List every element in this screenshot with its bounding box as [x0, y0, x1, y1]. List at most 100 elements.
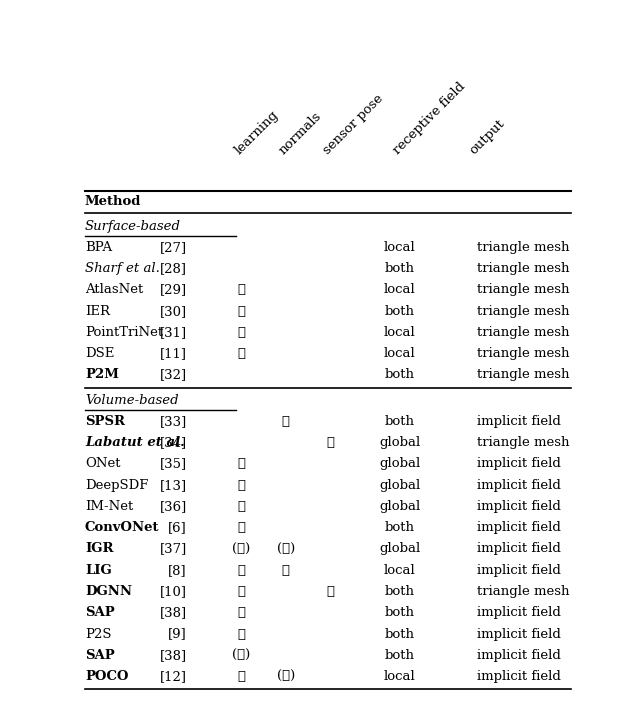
Text: triangle mesh: triangle mesh — [477, 284, 570, 297]
Text: implicit field: implicit field — [477, 500, 561, 513]
Text: [11]: [11] — [159, 348, 187, 360]
Text: local: local — [384, 241, 416, 254]
Text: output: output — [468, 117, 508, 157]
Text: [28]: [28] — [159, 262, 187, 275]
Text: ✓: ✓ — [326, 436, 335, 449]
Text: ✓: ✓ — [237, 585, 245, 598]
Text: triangle mesh: triangle mesh — [477, 262, 570, 275]
Text: P2M: P2M — [85, 369, 119, 382]
Text: triangle mesh: triangle mesh — [477, 436, 570, 449]
Text: [29]: [29] — [159, 284, 187, 297]
Text: ✓: ✓ — [237, 500, 245, 513]
Text: [6]: [6] — [168, 521, 187, 534]
Text: SPSR: SPSR — [85, 415, 125, 427]
Text: [12]: [12] — [159, 670, 187, 683]
Text: Volume-based: Volume-based — [85, 393, 179, 406]
Text: [10]: [10] — [159, 585, 187, 598]
Text: [13]: [13] — [159, 478, 187, 491]
Text: [32]: [32] — [159, 369, 187, 382]
Text: global: global — [380, 542, 420, 555]
Text: ✓: ✓ — [237, 478, 245, 491]
Text: both: both — [385, 262, 415, 275]
Text: implicit field: implicit field — [477, 457, 561, 470]
Text: learning: learning — [232, 108, 281, 157]
Text: [36]: [36] — [159, 500, 187, 513]
Text: POCO: POCO — [85, 670, 129, 683]
Text: (✓): (✓) — [276, 670, 295, 683]
Text: local: local — [384, 284, 416, 297]
Text: implicit field: implicit field — [477, 521, 561, 534]
Text: implicit field: implicit field — [477, 606, 561, 619]
Text: Labatut et al.: Labatut et al. — [85, 436, 185, 449]
Text: implicit field: implicit field — [477, 627, 561, 640]
Text: (✓): (✓) — [232, 542, 250, 555]
Text: implicit field: implicit field — [477, 670, 561, 683]
Text: P2S: P2S — [85, 627, 111, 640]
Text: triangle mesh: triangle mesh — [477, 305, 570, 318]
Text: AtlasNet: AtlasNet — [85, 284, 143, 297]
Text: implicit field: implicit field — [477, 542, 561, 555]
Text: ✓: ✓ — [237, 326, 245, 339]
Text: DGNN: DGNN — [85, 585, 132, 598]
Text: both: both — [385, 648, 415, 662]
Text: Surface-based: Surface-based — [85, 220, 181, 233]
Text: implicit field: implicit field — [477, 478, 561, 491]
Text: Sharf et al.: Sharf et al. — [85, 262, 160, 275]
Text: [8]: [8] — [168, 563, 187, 577]
Text: BPA: BPA — [85, 241, 112, 254]
Text: [33]: [33] — [159, 415, 187, 427]
Text: both: both — [385, 627, 415, 640]
Text: DeepSDF: DeepSDF — [85, 478, 148, 491]
Text: [38]: [38] — [159, 606, 187, 619]
Text: IER: IER — [85, 305, 110, 318]
Text: ✓: ✓ — [237, 563, 245, 577]
Text: triangle mesh: triangle mesh — [477, 241, 570, 254]
Text: ✓: ✓ — [237, 670, 245, 683]
Text: [31]: [31] — [159, 326, 187, 339]
Text: ✓: ✓ — [237, 606, 245, 619]
Text: both: both — [385, 369, 415, 382]
Text: implicit field: implicit field — [477, 648, 561, 662]
Text: both: both — [385, 585, 415, 598]
Text: ✓: ✓ — [237, 521, 245, 534]
Text: implicit field: implicit field — [477, 415, 561, 427]
Text: both: both — [385, 521, 415, 534]
Text: (✓): (✓) — [232, 648, 250, 662]
Text: [34]: [34] — [159, 436, 187, 449]
Text: [38]: [38] — [159, 648, 187, 662]
Text: IGR: IGR — [85, 542, 113, 555]
Text: (✓): (✓) — [276, 542, 295, 555]
Text: global: global — [380, 500, 420, 513]
Text: [9]: [9] — [168, 627, 187, 640]
Text: triangle mesh: triangle mesh — [477, 326, 570, 339]
Text: both: both — [385, 606, 415, 619]
Text: [30]: [30] — [159, 305, 187, 318]
Text: [35]: [35] — [159, 457, 187, 470]
Text: ONet: ONet — [85, 457, 120, 470]
Text: receptive field: receptive field — [391, 80, 468, 157]
Text: SAP: SAP — [85, 606, 115, 619]
Text: local: local — [384, 348, 416, 360]
Text: PointTriNet: PointTriNet — [85, 326, 163, 339]
Text: Method: Method — [85, 196, 141, 209]
Text: LIG: LIG — [85, 563, 112, 577]
Text: triangle mesh: triangle mesh — [477, 348, 570, 360]
Text: global: global — [380, 457, 420, 470]
Text: local: local — [384, 563, 416, 577]
Text: normals: normals — [276, 110, 324, 157]
Text: ✓: ✓ — [282, 563, 290, 577]
Text: implicit field: implicit field — [477, 563, 561, 577]
Text: ✓: ✓ — [237, 627, 245, 640]
Text: triangle mesh: triangle mesh — [477, 369, 570, 382]
Text: ✓: ✓ — [282, 415, 290, 427]
Text: SAP: SAP — [85, 648, 115, 662]
Text: local: local — [384, 670, 416, 683]
Text: ✓: ✓ — [326, 585, 335, 598]
Text: [27]: [27] — [159, 241, 187, 254]
Text: both: both — [385, 305, 415, 318]
Text: ✓: ✓ — [237, 457, 245, 470]
Text: IM-Net: IM-Net — [85, 500, 133, 513]
Text: triangle mesh: triangle mesh — [477, 585, 570, 598]
Text: sensor pose: sensor pose — [321, 92, 387, 157]
Text: ✓: ✓ — [237, 284, 245, 297]
